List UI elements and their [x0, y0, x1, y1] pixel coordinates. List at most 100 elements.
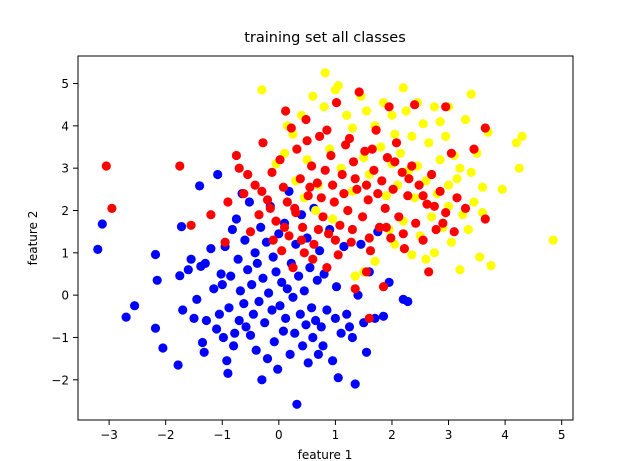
series-0-point [294, 271, 304, 281]
plot-frame [77, 55, 574, 421]
series-0-point [226, 271, 236, 281]
series-2-point [446, 148, 456, 158]
series-0-point [260, 318, 270, 328]
series-1-point [443, 180, 454, 190]
series-2-point [360, 146, 370, 156]
series-0-point [199, 347, 209, 357]
series-2-point [374, 222, 385, 232]
series-2-point [309, 239, 319, 249]
series-2-point [315, 131, 325, 141]
series-0-point [311, 315, 321, 326]
series-0-point [234, 315, 244, 326]
series-0-point [217, 280, 227, 290]
series-2-point [452, 193, 462, 203]
series-2-point [352, 184, 362, 194]
series-2-point [257, 186, 267, 196]
series-2-point [369, 165, 379, 175]
series-2-point [331, 98, 342, 108]
series-2-point [328, 180, 338, 190]
series-1-point [463, 224, 473, 235]
series-1-point [279, 148, 290, 158]
series-1-point [477, 182, 488, 192]
series-0-point [247, 280, 257, 290]
series-2-point [373, 189, 383, 199]
series-2-point [460, 203, 471, 213]
series-0-point [239, 299, 249, 309]
series-0-point [158, 343, 168, 353]
series-2-point [267, 167, 277, 177]
series-2-point [281, 106, 291, 116]
series-1-point [427, 212, 437, 222]
series-1-point [511, 138, 521, 148]
series-1-point [452, 174, 462, 184]
series-2-point [418, 191, 428, 201]
series-2-point [320, 165, 330, 175]
series-2-point [390, 157, 400, 167]
series-0-point [222, 356, 232, 366]
series-2-point [220, 237, 230, 247]
series-2-point [414, 180, 424, 190]
series-0-point [152, 275, 162, 285]
series-0-point [258, 273, 268, 283]
ticks-layer: −3 −2 −1 0 1 2 3 4 5 −2 −1 0 1 2 3 4 5 [51, 77, 565, 442]
series-0-point [150, 249, 161, 260]
series-1-point [320, 68, 330, 78]
series-0-point [241, 322, 251, 332]
series-0-point [175, 271, 185, 281]
series-0-point [278, 326, 288, 336]
series-0-point [176, 222, 187, 232]
x-tick-label: 5 [558, 428, 566, 442]
series-0-point [305, 263, 315, 273]
series-2-point [407, 161, 417, 171]
series-2-point [322, 263, 332, 273]
series-1-point [514, 163, 524, 173]
series-2-point [364, 313, 374, 323]
series-2-point [250, 180, 260, 190]
series-0-point [303, 358, 313, 368]
y-tick-label: −1 [51, 331, 69, 345]
series-2-point [206, 210, 216, 220]
series-2-point [278, 182, 288, 192]
series-2-point [358, 212, 368, 222]
series-2-point [282, 197, 292, 207]
series-1-point [347, 123, 357, 133]
series-2-point [234, 163, 244, 173]
series-0-point [344, 322, 355, 332]
x-tick-label: −3 [100, 428, 118, 442]
series-0-point [403, 296, 413, 307]
series-2-point [302, 136, 312, 146]
series-2-point [298, 222, 308, 232]
series-1-point [418, 119, 428, 129]
series-2-point [384, 102, 394, 112]
series-2-point [333, 250, 343, 260]
series-0-point [233, 254, 243, 264]
series-0-point [264, 288, 274, 298]
series-2-point [296, 235, 307, 245]
series-0-point [290, 328, 300, 338]
x-axis-label: feature 1 [298, 448, 353, 461]
series-2-point [403, 191, 413, 201]
series-2-point [397, 167, 407, 177]
series-0-point [97, 219, 107, 229]
series-1-point [407, 131, 417, 141]
x-tick-label: 2 [388, 428, 396, 442]
x-tick-label: 1 [332, 428, 340, 442]
series-0-point [336, 328, 346, 338]
series-0-point [216, 269, 226, 279]
series-2-point [350, 284, 360, 294]
series-2-point [305, 182, 315, 192]
series-2-point [347, 224, 357, 235]
series-2-point [348, 157, 359, 167]
series-2-point [343, 205, 353, 216]
series-0-point [192, 294, 202, 304]
series-0-point [235, 286, 245, 296]
series-2-point [245, 227, 256, 237]
series-0-point [240, 235, 250, 245]
series-0-point [322, 305, 332, 315]
series-0-point [285, 349, 295, 359]
series-0-point [254, 296, 264, 307]
series-0-point [316, 322, 326, 332]
series-2-point [265, 203, 275, 213]
series-0-point [121, 312, 131, 322]
